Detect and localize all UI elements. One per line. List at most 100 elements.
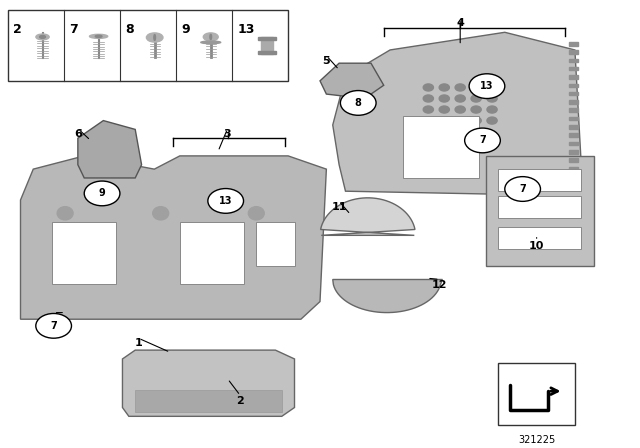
Bar [568, 150, 578, 154]
Bar [52, 222, 116, 284]
Ellipse shape [90, 34, 108, 39]
Bar [568, 50, 578, 54]
Ellipse shape [153, 207, 169, 220]
Bar [499, 227, 581, 249]
Ellipse shape [210, 34, 212, 39]
Polygon shape [320, 63, 384, 99]
Circle shape [439, 95, 449, 102]
Text: 9: 9 [181, 23, 189, 36]
Ellipse shape [57, 207, 73, 220]
Text: 9: 9 [99, 189, 106, 198]
Circle shape [465, 128, 500, 153]
Text: 13: 13 [237, 23, 255, 36]
Circle shape [487, 117, 497, 124]
Bar [568, 75, 578, 79]
Circle shape [469, 74, 505, 99]
Bar [499, 363, 575, 425]
Circle shape [423, 117, 433, 124]
Circle shape [471, 84, 481, 91]
Text: 13: 13 [480, 81, 493, 91]
Circle shape [84, 181, 120, 206]
Text: 321225: 321225 [518, 435, 556, 445]
Text: 5: 5 [323, 56, 330, 66]
Text: 10: 10 [529, 241, 545, 251]
Polygon shape [486, 156, 594, 266]
Ellipse shape [95, 35, 102, 38]
Text: 8: 8 [125, 23, 134, 36]
Bar [568, 158, 578, 162]
Polygon shape [135, 390, 282, 412]
Polygon shape [78, 121, 141, 178]
Circle shape [487, 95, 497, 102]
Circle shape [505, 177, 540, 201]
Ellipse shape [248, 207, 264, 220]
Bar [568, 83, 578, 87]
Polygon shape [122, 350, 294, 416]
Text: 12: 12 [432, 280, 447, 290]
Text: 1: 1 [134, 339, 142, 349]
Circle shape [471, 117, 481, 124]
Circle shape [439, 106, 449, 113]
Bar [568, 100, 578, 103]
Bar [568, 167, 578, 170]
Text: 7: 7 [479, 135, 486, 146]
Circle shape [487, 84, 497, 91]
Bar [568, 125, 578, 129]
Bar [568, 142, 578, 145]
Circle shape [423, 95, 433, 102]
Circle shape [455, 95, 465, 102]
Circle shape [340, 90, 376, 115]
Bar [499, 169, 581, 191]
Circle shape [455, 117, 465, 124]
Bar [180, 222, 244, 284]
Circle shape [208, 189, 244, 213]
Circle shape [439, 84, 449, 91]
Bar [568, 59, 578, 62]
Circle shape [423, 106, 433, 113]
Ellipse shape [36, 34, 49, 40]
Circle shape [487, 106, 497, 113]
Bar [568, 175, 578, 178]
Bar [568, 67, 578, 70]
Ellipse shape [154, 34, 156, 40]
Bar [256, 222, 294, 266]
Bar [261, 38, 273, 54]
Bar [568, 117, 578, 121]
Bar [568, 183, 578, 187]
Circle shape [423, 84, 433, 91]
Bar [568, 134, 578, 137]
Polygon shape [20, 156, 326, 319]
Text: 4: 4 [456, 18, 464, 29]
Text: 7: 7 [519, 184, 526, 194]
Bar [568, 42, 578, 46]
Circle shape [455, 84, 465, 91]
Ellipse shape [204, 33, 218, 41]
Text: 7: 7 [51, 321, 57, 331]
Ellipse shape [201, 41, 221, 43]
Ellipse shape [40, 35, 45, 39]
Bar [568, 92, 578, 95]
Text: 2: 2 [236, 396, 244, 406]
Bar [258, 38, 276, 40]
Bar [403, 116, 479, 178]
Text: 13: 13 [219, 196, 232, 206]
Text: 8: 8 [355, 98, 362, 108]
Circle shape [455, 106, 465, 113]
Text: 6: 6 [74, 129, 82, 139]
Bar [499, 196, 581, 218]
Text: 3: 3 [224, 129, 232, 139]
Polygon shape [321, 198, 415, 235]
Polygon shape [333, 32, 581, 196]
Ellipse shape [147, 33, 163, 42]
Text: 11: 11 [332, 202, 347, 211]
Circle shape [36, 314, 72, 338]
Text: 7: 7 [69, 23, 77, 36]
Bar [568, 108, 578, 112]
Circle shape [471, 95, 481, 102]
Polygon shape [333, 280, 442, 313]
Bar [8, 10, 288, 81]
Bar [258, 51, 276, 54]
Circle shape [471, 106, 481, 113]
Circle shape [439, 117, 449, 124]
Text: 2: 2 [13, 23, 22, 36]
